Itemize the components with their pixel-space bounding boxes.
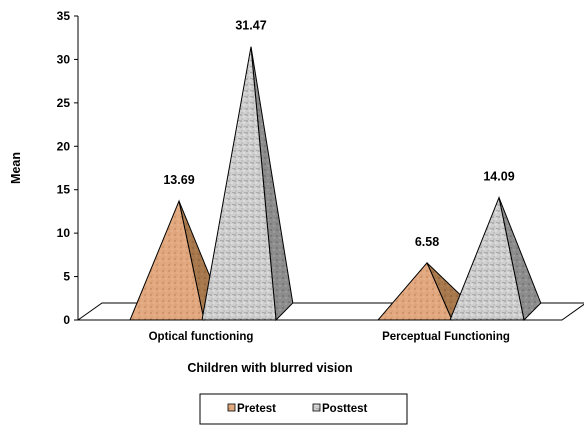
- y-tick-label: 0: [63, 313, 70, 327]
- data-labels: 13.69 31.47 6.58 14.09: [163, 19, 514, 249]
- data-label: 31.47: [235, 19, 266, 33]
- data-label: 14.09: [483, 170, 514, 184]
- pyramid-front-posttest: [201, 46, 277, 321]
- legend-label-posttest: Posttest: [322, 403, 368, 415]
- legend-swatch-posttest: [312, 403, 321, 412]
- pyramid-front-pretest: [129, 199, 205, 321]
- legend-frame: [199, 393, 408, 425]
- y-tick-label: 5: [63, 270, 70, 284]
- pyramid-front-pretest: [376, 261, 453, 321]
- pyramid-front-posttest: [449, 195, 525, 321]
- y-ticks: 0 5 10 15 20 25 30 35: [57, 9, 78, 327]
- legend: Pretest Posttest: [199, 393, 408, 425]
- category-label: Perceptual Functioning: [382, 331, 510, 343]
- y-tick-label: 20: [57, 139, 71, 153]
- y-axis-title: Mean: [9, 152, 23, 184]
- x-axis-title: Children with blurred vision: [187, 361, 352, 375]
- y-tick-label: 15: [57, 183, 71, 197]
- legend-swatch-pretest: [227, 403, 236, 412]
- y-tick-label: 30: [57, 52, 71, 66]
- y-tick-label: 25: [57, 96, 71, 110]
- pyramids: [129, 46, 542, 322]
- legend-label-pretest: Pretest: [237, 403, 276, 415]
- y-tick-label: 35: [57, 9, 71, 23]
- data-label: 6.58: [415, 235, 439, 249]
- data-label: 13.69: [163, 173, 194, 187]
- y-tick-label: 10: [57, 226, 71, 240]
- category-label: Optical functioning: [149, 331, 254, 343]
- category-labels: Optical functioning Perceptual Functionin…: [149, 331, 510, 343]
